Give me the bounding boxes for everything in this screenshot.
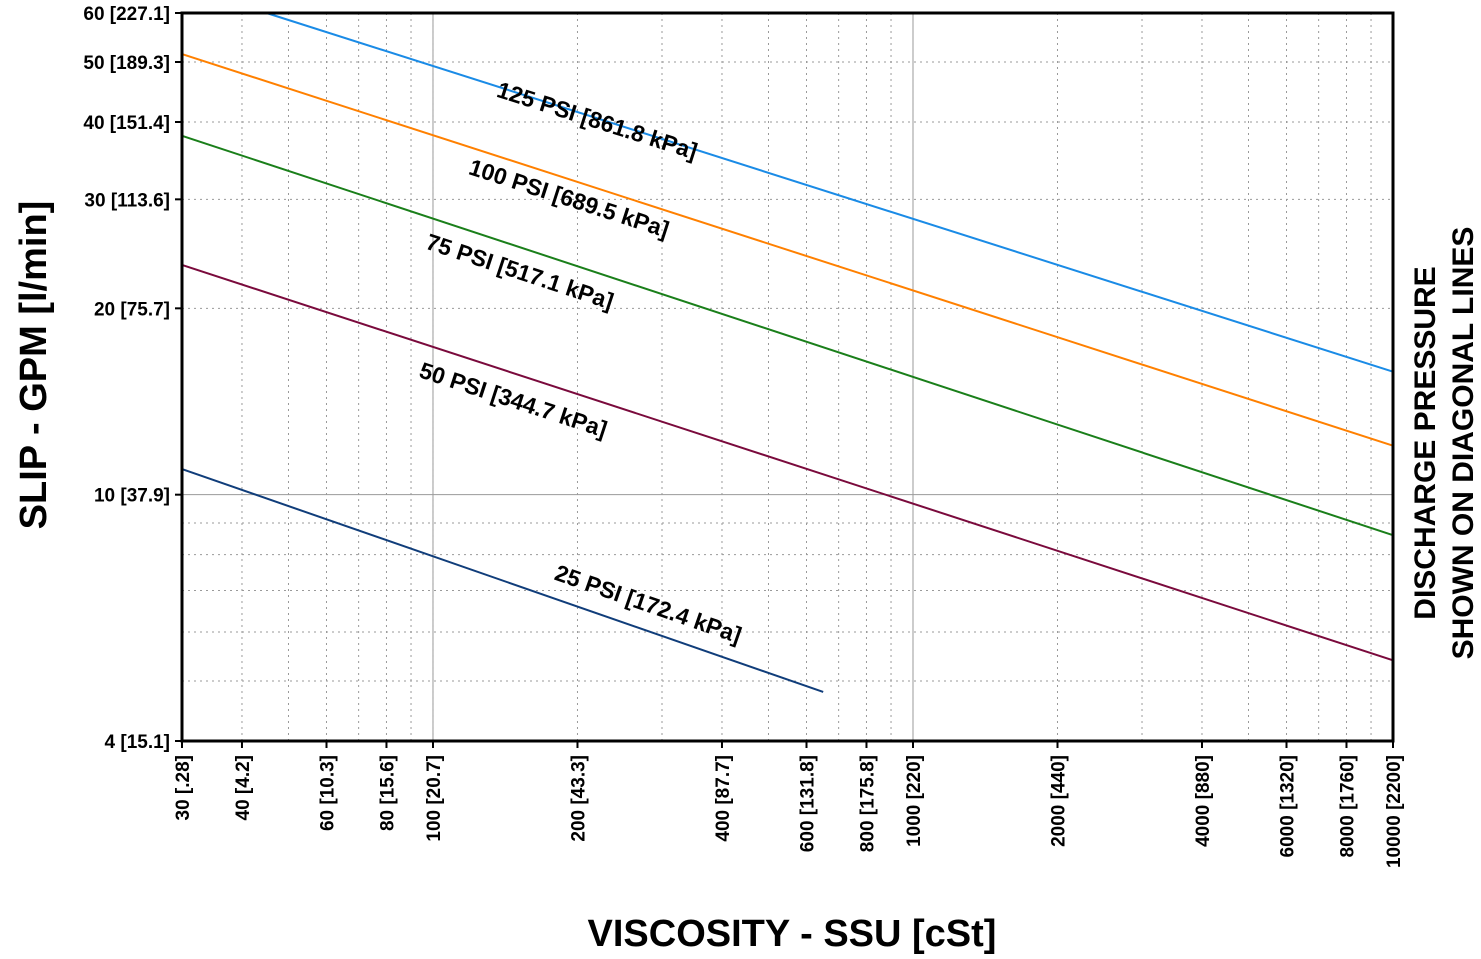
x-tick-label: 60 [10.3]	[317, 755, 338, 831]
series-label-0: 125 PSI [861.8 kPa]	[494, 76, 700, 164]
x-tick-labels: 30 [.28] 40 [4.2] 60 [10.3] 80 [15.6] 100 [2…	[173, 755, 1405, 868]
series-line-4	[181, 468, 824, 693]
series-labels: 125 PSI [861.8 kPa]100 PSI [689.5 kPa]75…	[416, 76, 745, 648]
y-tick-label: 10 [37.9]	[94, 486, 170, 507]
y-tick-label: 4 [15.1]	[105, 732, 170, 753]
y-tick-label: 40 [151.4]	[83, 113, 170, 134]
x-tick-label: 600 [131.8]	[798, 755, 819, 852]
x-axis-title: VISCOSITY - SSU [cSt]	[588, 913, 997, 954]
y-tick-label: 30 [113.6]	[84, 190, 170, 211]
plot-frame	[180, 11, 1395, 743]
y-tick-label: 50 [189.3]	[83, 53, 170, 74]
x-tick-label: 800 [175.8]	[857, 755, 878, 852]
x-tick-label: 80 [15.6]	[377, 755, 398, 831]
x-tick-label: 4000 [880]	[1193, 755, 1214, 847]
x-tick-label: 200 [43.3]	[568, 755, 589, 842]
x-tick-label: 40 [4.2]	[233, 755, 254, 820]
x-tick-label: 100 [20.7]	[424, 755, 445, 842]
frame-layer	[175, 11, 1395, 748]
y-tick-labels: 4 [15.1] 10 [37.9] 20 [75.7] 30 [113.6] 40 […	[83, 4, 170, 753]
series-label-3: 50 PSI [344.7 kPa]	[416, 357, 610, 442]
side-title-line-1: DISCHARGE PRESSURE	[1409, 266, 1442, 619]
series-line-3	[181, 264, 1394, 662]
y-tick-label: 20 [75.7]	[94, 299, 170, 320]
series-label-1: 100 PSI [689.5 kPa]	[466, 154, 672, 243]
side-title-line-2: SHOWN ON DIAGONAL LINES	[1447, 227, 1480, 660]
x-tick-label: 2000 [440]	[1048, 755, 1069, 847]
x-tick-label: 6000 [1320]	[1278, 755, 1299, 857]
x-tick-label: 8000 [1760]	[1337, 755, 1358, 857]
y-axis-title: SLIP - GPM [l/min]	[13, 201, 55, 530]
x-tick-label: 1000 [220]	[904, 755, 925, 847]
series-label-2: 75 PSI [517.1 kPa]	[423, 228, 617, 314]
grid-layer	[181, 13, 1394, 741]
series-label-4: 25 PSI [172.4 kPa]	[552, 559, 745, 648]
series-layer	[181, 12, 1394, 693]
series-line-0	[266, 12, 1394, 373]
series-line-1	[181, 53, 1394, 447]
x-tick-label: 30 [.28]	[173, 755, 194, 820]
x-tick-label: 400 [87.7]	[713, 755, 734, 842]
series-line-2	[181, 134, 1394, 537]
x-tick-label: 10000 [2200]	[1384, 755, 1405, 868]
y-tick-label: 60 [227.1]	[83, 4, 170, 25]
